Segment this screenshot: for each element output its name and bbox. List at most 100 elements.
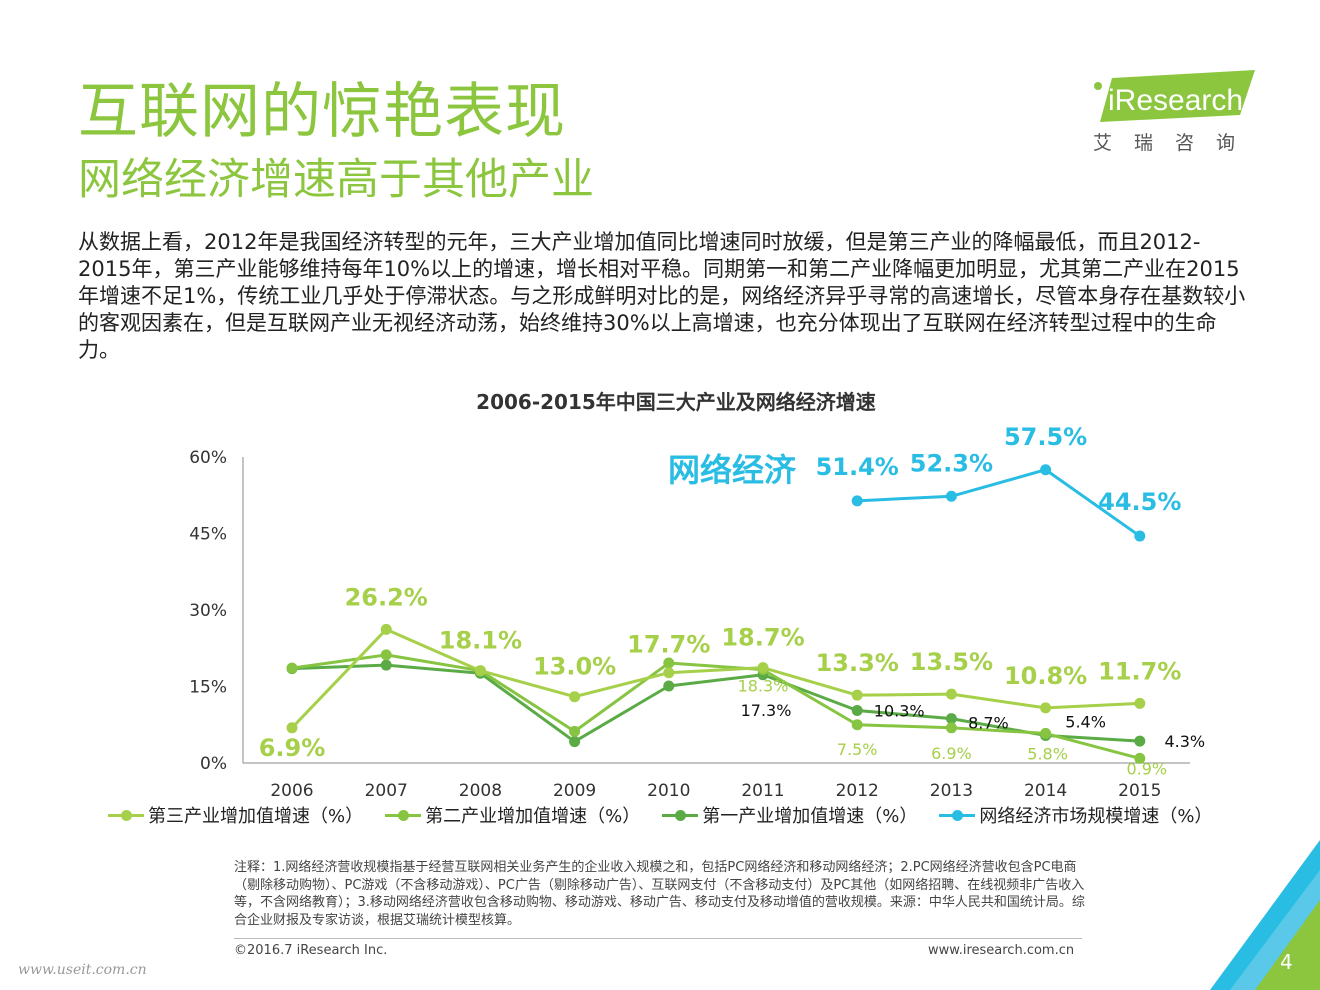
data-label: 11.7% <box>1098 657 1181 685</box>
data-point <box>380 623 392 635</box>
data-point <box>851 495 863 507</box>
x-tick-label: 2012 <box>836 781 879 800</box>
page-subtitle: 网络经济增速高于其他产业 <box>78 155 594 205</box>
data-point <box>380 659 392 671</box>
footnote: 注释：1.网络经济营收规模指基于经营互联网相关业务产生的企业收入规模之和，包括P… <box>234 860 1085 928</box>
data-label: 13.3% <box>816 649 899 677</box>
y-tick-label: 0% <box>200 754 227 774</box>
data-label: 57.5% <box>1004 423 1087 451</box>
x-tick-label: 2011 <box>741 781 784 800</box>
legend-item-internet: 网络经济市场规模增速（%） <box>939 802 1212 828</box>
legend-label: 第三产业增加值增速（%） <box>148 806 364 827</box>
series-line-1 <box>291 653 1141 760</box>
series-line-2 <box>291 663 1140 744</box>
data-point <box>286 722 298 734</box>
data-label: 6.9% <box>259 734 326 762</box>
x-tick-label: 2009 <box>553 781 596 800</box>
legend-item-tertiary: 第三产业增加值增速（%） <box>108 802 363 828</box>
data-label: 10.3% <box>874 701 925 720</box>
data-label: 0.9% <box>1126 759 1167 778</box>
data-point <box>851 719 863 731</box>
iresearch-logo: iResearch <box>1094 70 1255 122</box>
footer-divider <box>234 938 1082 939</box>
watermark: www.useit.com.cn <box>18 962 147 978</box>
data-label: 8.7% <box>968 714 1009 733</box>
chart-title: 2006-2015年中国三大产业及网络经济增速 <box>476 390 876 414</box>
legend-label: 网络经济市场规模增速（%） <box>979 806 1213 827</box>
data-point <box>663 680 675 692</box>
data-label: 17.7% <box>627 631 710 659</box>
data-point <box>945 722 957 734</box>
chart-legend: 第三产业增加值增速（%） 第二产业增加值增速（%） 第一产业增加值增速（%） 网… <box>108 802 1234 828</box>
website-link[interactable]: www.iresearch.com.cn <box>928 943 1075 958</box>
data-point <box>569 725 581 737</box>
y-tick-label: 60% <box>189 448 227 468</box>
legend-swatch-primary <box>662 805 699 825</box>
data-point <box>1040 702 1052 714</box>
legend-label: 第二产业增加值增速（%） <box>425 806 641 827</box>
data-point <box>1134 530 1146 542</box>
data-label: 7.5% <box>837 740 878 759</box>
legend-item-primary: 第一产业增加值增速（%） <box>662 802 917 828</box>
legend-label: 第一产业增加值增速（%） <box>702 806 918 827</box>
data-point <box>945 490 957 502</box>
intro-paragraph: 从数据上看，2012年是我国经济转型的元年，三大产业增加值同比增速同时放缓，但是… <box>78 230 1246 362</box>
logo-subtitle: 艾瑞咨询 <box>1093 132 1258 154</box>
data-label: 18.7% <box>721 624 804 652</box>
growth-line-chart: 0% 15% 30% 45% 60% 2006 2007 2008 2009 2010 2011 20… <box>189 423 1205 800</box>
data-point <box>663 657 675 669</box>
x-tick-label: 2006 <box>270 781 313 800</box>
x-tick-label: 2015 <box>1118 781 1161 800</box>
data-point <box>569 691 581 703</box>
copyright: ©2016.7 iResearch Inc. <box>234 943 388 958</box>
data-label: 5.4% <box>1065 712 1106 731</box>
data-label: 52.3% <box>910 449 993 477</box>
data-point <box>1134 735 1146 747</box>
x-tick-label: 2010 <box>647 781 690 800</box>
data-point <box>1040 464 1052 476</box>
data-point <box>1134 697 1146 709</box>
data-point <box>663 667 675 679</box>
series-line-0 <box>290 627 1140 729</box>
data-point <box>569 736 581 748</box>
series-annotation: 网络经济 <box>668 451 797 489</box>
data-label: 4.3% <box>1164 732 1205 751</box>
data-point <box>474 665 486 677</box>
data-point <box>851 704 863 716</box>
data-point <box>286 662 298 674</box>
data-point <box>851 689 863 701</box>
data-point <box>757 662 769 674</box>
legend-swatch-tertiary <box>108 805 144 825</box>
x-tick-label: 2013 <box>930 781 973 800</box>
legend-swatch-secondary <box>385 805 422 825</box>
data-label: 13.5% <box>910 648 993 676</box>
page-number: 4 <box>1280 950 1293 974</box>
legend-item-secondary: 第二产业增加值增速（%） <box>385 802 640 828</box>
data-label: 10.8% <box>1004 662 1087 690</box>
data-label: 44.5% <box>1098 488 1181 516</box>
x-tick-label: 2014 <box>1024 781 1067 800</box>
logo-text: iResearch <box>1108 84 1243 117</box>
page-title: 互联网的惊艳表现 <box>78 77 566 147</box>
x-tick-label: 2008 <box>459 781 502 800</box>
corner-decoration <box>1210 840 1320 990</box>
data-label: 5.8% <box>1027 744 1068 763</box>
data-label: 18.3% <box>738 677 789 696</box>
y-tick-label: 15% <box>189 678 227 698</box>
legend-swatch-internet <box>939 805 976 825</box>
data-label: 17.3% <box>741 701 792 720</box>
data-label: 13.0% <box>533 653 616 681</box>
y-tick-label: 45% <box>189 525 227 545</box>
data-label: 26.2% <box>345 583 428 611</box>
data-point <box>380 649 392 661</box>
data-point <box>1040 727 1052 739</box>
series-line-3 <box>857 468 1141 538</box>
y-tick-label: 30% <box>189 601 227 621</box>
x-tick-label: 2007 <box>365 781 408 800</box>
data-label: 18.1% <box>439 627 522 655</box>
data-point <box>945 688 957 700</box>
data-label: 6.9% <box>931 744 972 763</box>
data-label: 51.4% <box>816 453 899 481</box>
data-point <box>1134 752 1146 764</box>
data-point <box>945 713 957 725</box>
